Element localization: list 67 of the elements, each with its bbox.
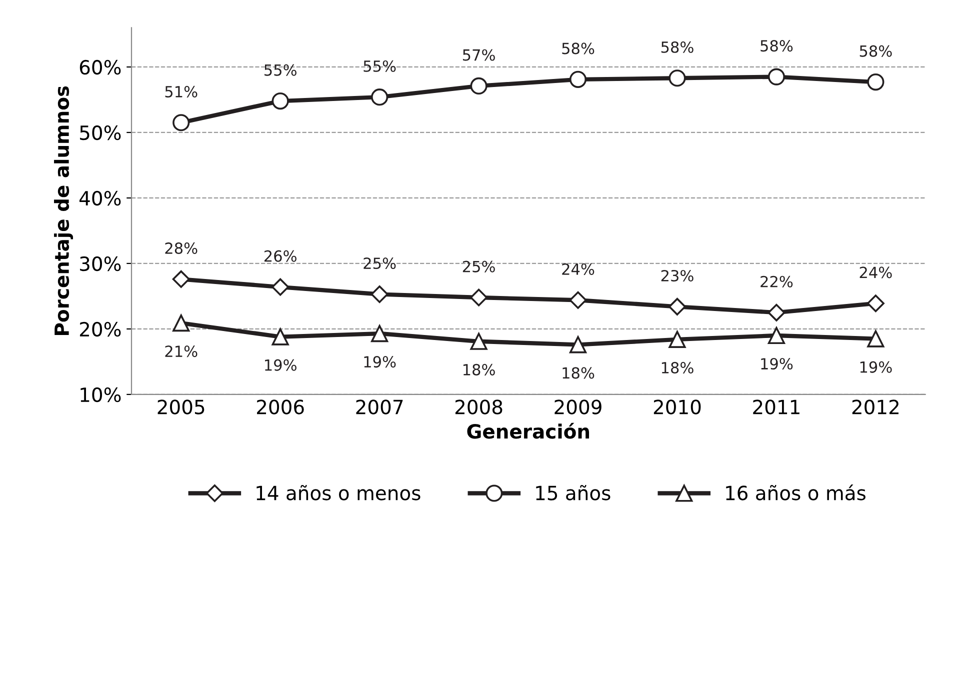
point (371, 324, 388, 342)
point (172, 270, 190, 288)
point (272, 92, 289, 110)
point (768, 68, 786, 86)
point (172, 114, 190, 132)
data-label: 23% (661, 270, 694, 282)
x-tick-label: 2012 (852, 400, 898, 414)
x-tick-label: 2008 (455, 400, 502, 414)
point (470, 77, 488, 95)
point (668, 70, 686, 87)
point (272, 328, 289, 346)
data-label: 24% (562, 263, 594, 275)
point (867, 330, 884, 348)
point (768, 304, 786, 322)
y-tick-label: 60% (80, 60, 121, 75)
data-label: 55% (364, 60, 396, 72)
x-tick-label: 2005 (158, 400, 204, 414)
data-label: 57% (462, 49, 495, 61)
data-label: 26% (264, 250, 296, 262)
data-label: 51% (165, 86, 198, 98)
data-label: 58% (562, 42, 594, 54)
data-label: 18% (463, 364, 495, 376)
x-tick-label: 2011 (753, 400, 800, 414)
y-tick-label: 30% (80, 256, 121, 272)
point (470, 288, 488, 306)
point (272, 278, 290, 296)
x-tick-label: 2009 (554, 400, 602, 414)
point (668, 330, 686, 348)
legend-label: 16 años o más (726, 484, 866, 500)
point (470, 332, 488, 350)
data-label: 21% (165, 346, 198, 358)
x-tick-label: 2010 (654, 400, 701, 414)
data-label: 58% (860, 45, 892, 57)
point (371, 88, 388, 106)
data-label: 19% (860, 361, 892, 373)
data-label: 19% (761, 358, 793, 370)
y-tick-label: 10% (80, 387, 121, 402)
data-label: 19% (265, 359, 296, 371)
point (569, 70, 587, 88)
point (172, 314, 190, 332)
point (370, 285, 388, 303)
y-axis-title: Porcentaje de alumnos (54, 86, 73, 335)
data-label: 28% (165, 242, 198, 254)
data-label: 55% (264, 64, 296, 76)
y-tick-label: 20% (80, 322, 121, 337)
data-label: 18% (562, 367, 594, 379)
data-label: 58% (760, 40, 793, 52)
point (668, 298, 686, 316)
x-axis-title: Generación (467, 422, 590, 439)
data-label: 22% (760, 276, 793, 288)
data-label: 19% (364, 356, 396, 368)
point (569, 291, 587, 309)
data-label: 58% (661, 41, 694, 53)
x-tick-label: 2007 (356, 400, 403, 414)
data-label: 18% (662, 362, 694, 374)
point (866, 294, 884, 312)
y-tick-label: 40% (80, 190, 121, 206)
y-tick-label: 50% (80, 125, 121, 140)
point (867, 73, 884, 91)
x-tick-label: 2006 (257, 400, 304, 414)
data-label: 25% (364, 257, 396, 270)
legend-label: 14 años o menos (256, 484, 420, 500)
point (569, 336, 587, 354)
legend-label: 15 años (536, 484, 610, 500)
point (768, 326, 786, 344)
data-label: 25% (462, 260, 495, 272)
data-label: 24% (860, 266, 892, 278)
